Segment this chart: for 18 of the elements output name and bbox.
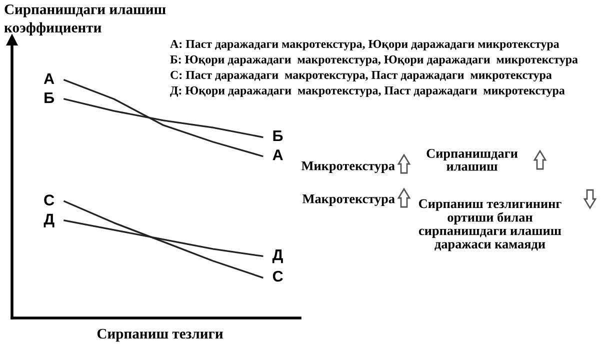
- series-label: С: [44, 194, 54, 206]
- text: Д: [44, 214, 54, 228]
- annotation: С: Паст даражадаги макротекстура, Паст даражадаги микротекстура: [170, 70, 552, 82]
- x-axis-title: Сирпаниш тезлиги: [97, 328, 223, 342]
- series-label: Д: [272, 250, 283, 264]
- text: Б: [273, 130, 283, 142]
- text: Сирпанишдаги илашиш: [426, 148, 518, 171]
- text: С: [272, 270, 283, 282]
- text: А: Паст даражадаги макротекстура, Юқори даражадаги микротекстура: [170, 40, 560, 50]
- series-label: Б: [44, 92, 54, 103]
- text: А: [44, 73, 54, 84]
- text: Б: Юқори даражадаги макротекстура, Юқори даражадаги микротекстура: [170, 55, 578, 66]
- text: Сирпаниш тезлигининг ортиши билан сирпанишдаги илашиш даражаси камаяди: [418, 199, 562, 252]
- text: Микротекстура: [302, 161, 395, 173]
- series-label: А: [272, 150, 283, 160]
- annotation: Д: Юқори даражадаги макротекстура, Паст даражадаги микротекстура: [170, 86, 565, 97]
- text: Макротекстура: [302, 194, 395, 206]
- y-axis-title: Сирпанишдаги илашиш коэффициенти: [4, 4, 166, 36]
